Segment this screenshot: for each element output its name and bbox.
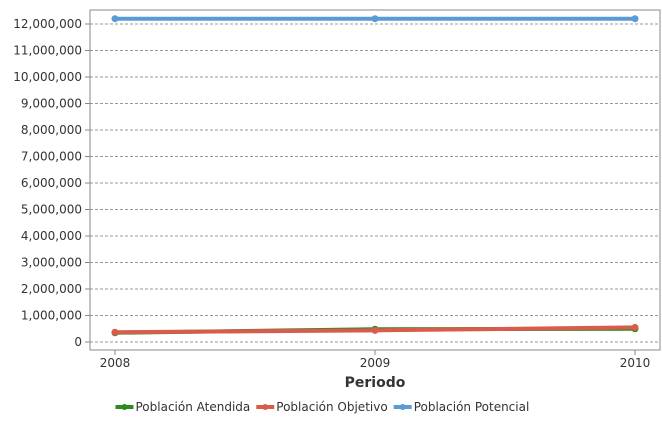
data-point: [371, 326, 379, 334]
legend-marker: [121, 404, 128, 410]
legend-label: Población Potencial: [414, 400, 530, 414]
axes: 0 1,000,000 2,000,000 3,000,000 4,000,000 5,0…: [13, 9, 661, 370]
legend: Población Atendida Población Objetivo Pobl…: [115, 400, 530, 414]
y-tick-label: 10,000,000: [13, 70, 82, 84]
legend-item: Población Atendida: [115, 400, 251, 414]
y-tick-label: 12,000,000: [13, 17, 82, 31]
x-axis-title: Periodo: [345, 375, 406, 391]
data-point: [111, 328, 119, 336]
data-point: [371, 15, 379, 23]
y-tick-label: 2,000,000: [21, 282, 82, 296]
y-tick-label: 3,000,000: [21, 256, 82, 270]
y-tick-label: 6,000,000: [21, 176, 82, 190]
series-3: [111, 15, 639, 23]
plot-border: [89, 9, 661, 351]
x-tick-label: 2010: [620, 356, 651, 370]
legend-label: Población Atendida: [136, 400, 251, 414]
y-tick-label: 11,000,000: [13, 44, 82, 58]
legend-item: Población Potencial: [393, 400, 530, 414]
data-point: [631, 15, 639, 23]
y-tick-label: 0: [74, 335, 82, 349]
y-tick-label: 7,000,000: [21, 150, 82, 164]
x-tick-label: 2008: [100, 356, 131, 370]
y-tick-label: 8,000,000: [21, 123, 82, 137]
legend-item: Población Objetivo: [256, 400, 388, 414]
y-tick-label: 9,000,000: [21, 97, 82, 111]
series-2: [111, 323, 639, 336]
legend-marker: [399, 404, 406, 410]
y-tick-label: 5,000,000: [21, 203, 82, 217]
y-tick-label: 1,000,000: [21, 309, 82, 323]
legend-label: Población Objetivo: [276, 400, 387, 414]
series-lines: [111, 15, 639, 337]
data-point: [631, 323, 639, 331]
data-point: [111, 15, 119, 23]
y-tick-label: 4,000,000: [21, 229, 82, 243]
legend-marker: [262, 404, 269, 410]
x-tick-label: 2009: [360, 356, 391, 370]
grid-lines: [90, 23, 660, 343]
